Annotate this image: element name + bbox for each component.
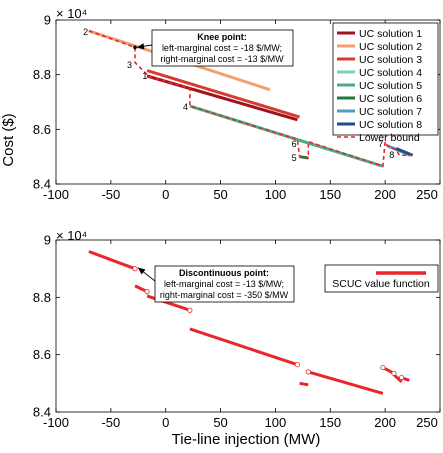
knee-annotation-line1: left-marginal cost = -18 $/MW;	[162, 43, 282, 53]
solution-number-label: 3	[127, 60, 132, 70]
legend-entry-label: UC solution 6	[359, 93, 422, 105]
knee-annotation-title: Knee point:	[197, 32, 247, 42]
top-y-tick-label: 8.6	[33, 122, 51, 137]
top-x-tick-label: 150	[319, 187, 341, 202]
top-plot-area: 1 2 3 4 5 6 78	[83, 27, 414, 168]
discontinuous-annotation-title: Discontinuous point:	[179, 268, 269, 278]
bottom-chart: × 10⁴ -100 -50 0 50 100 150 200 250 8.4 8.6 8.8 9 T…	[33, 228, 441, 448]
series-scuc-value-function-line	[299, 381, 309, 387]
knee-annotation: Knee point: left-marginal cost = -18 $/M…	[136, 29, 294, 67]
bottom-x-tick-label: 50	[213, 415, 227, 430]
bottom-x-tick-label: -50	[101, 415, 120, 430]
bottom-x-tick-label: -100	[43, 415, 69, 430]
bottom-x-axis-label: Tie-line injection (MW)	[172, 431, 321, 448]
open-point-marker	[187, 307, 193, 313]
legend-entry-label: UC solution 5	[359, 80, 422, 92]
solution-number-label: 6	[292, 139, 297, 149]
discontinuous-annotation-box	[154, 265, 295, 303]
bottom-x-tick-label: 200	[374, 415, 396, 430]
knee-annotation-line2: right-marginal cost = -13 $/MW	[160, 54, 284, 64]
bottom-x-tick-label: 0	[162, 415, 169, 430]
top-y-tick-label: 9	[44, 13, 51, 28]
top-y-tick-label: 8.8	[33, 67, 51, 82]
open-point-marker	[380, 364, 386, 371]
open-point-marker	[398, 374, 405, 381]
legend-entry-label: UC solution 1	[359, 28, 422, 40]
legend-entry-label: SCUC value function	[332, 278, 430, 290]
legend-entry-label: UC solution 2	[359, 41, 422, 53]
top-x-tick-label: 200	[374, 187, 396, 202]
top-legend-box	[332, 22, 439, 136]
discontinuous-annotation-line1: left-marginal cost = -13 $/MW;	[164, 279, 284, 289]
legend-entry-label: UC solution 8	[359, 119, 422, 131]
solution-number-label: 2	[83, 27, 88, 37]
series-lower-bound-line	[88, 30, 413, 168]
bottom-y-tick-label: 8.6	[33, 347, 51, 362]
top-x-tick-label: 100	[265, 187, 287, 202]
top-legend: UC solution 1UC solution 2UC solution 3U…	[332, 22, 439, 144]
bottom-y-tick-label: 8.4	[33, 405, 51, 420]
legend-entry-label: UC solution 4	[359, 67, 422, 79]
bottom-x-tick-label: 250	[416, 415, 438, 430]
legend-entry-label: UC solution 3	[359, 54, 422, 66]
top-y-axis-label: Cost ($)	[0, 113, 17, 166]
top-x-tick-label: -50	[101, 187, 120, 202]
bottom-x-tick-label: 150	[319, 415, 341, 430]
top-x-tick-label: 50	[213, 187, 227, 202]
bottom-y-tick-label: 8.8	[33, 290, 51, 305]
bottom-y-tick-label: 9	[44, 233, 51, 248]
series-scuc-value-function-line	[146, 294, 191, 312]
legend-entry-label: UC solution 7	[359, 106, 422, 118]
bottom-legend: SCUC value function	[324, 264, 439, 293]
series-scuc-value-function-line	[88, 250, 136, 271]
legend-entry-label: Lower bound	[359, 132, 420, 144]
solution-number-label: 1	[142, 71, 147, 81]
discontinuous-annotation: Discontinuous point: left-marginal cost …	[137, 265, 295, 303]
knee-arrowhead	[136, 43, 145, 50]
series-scuc-value-function-line	[392, 373, 403, 383]
series-scuc-value-function-line	[307, 370, 384, 395]
series-uc-solution-3-line	[146, 69, 301, 119]
top-y-tick-label: 8.4	[33, 177, 51, 192]
top-axes: -100 -50 0 50 100 150 200 250 8.4 8.6 8.8 9	[33, 13, 441, 202]
open-point-marker	[294, 362, 300, 368]
series-scuc-value-function-line	[189, 327, 298, 367]
knee-point-marker	[133, 45, 137, 50]
top-x-tick-label: 0	[162, 187, 169, 202]
solution-number-label: 7	[378, 139, 383, 149]
open-point-marker	[305, 369, 311, 375]
bottom-plot-area	[88, 250, 410, 395]
bottom-axes-frame	[55, 239, 441, 413]
solution-number-label: 8	[389, 150, 394, 160]
open-point-marker	[144, 288, 150, 295]
top-axes-frame	[55, 19, 441, 185]
top-chart: Cost ($) × 10⁴ 1 2 3 4 5 6 78 -100 -50 0 50 100 150…	[0, 6, 441, 202]
bottom-legend-box	[324, 264, 439, 293]
discontinuous-arrowhead	[137, 267, 146, 275]
top-x-tick-label: 250	[416, 187, 438, 202]
bottom-axes: -100 -50 0 50 100 150 200 250 8.4 8.6 8.8 9	[33, 233, 441, 430]
discontinuous-annotation-line2: right-marginal cost = -350 $/MW	[160, 290, 289, 300]
solution-number-label: 5	[292, 153, 297, 163]
bottom-y-multiplier: × 10⁴	[56, 228, 87, 243]
solution-number-label: 4	[183, 102, 188, 112]
knee-annotation-box	[151, 29, 294, 67]
bottom-x-tick-label: 100	[265, 415, 287, 430]
top-y-multiplier: × 10⁴	[56, 6, 87, 21]
top-x-tick-label: -100	[43, 187, 69, 202]
open-point-marker	[391, 370, 397, 376]
open-point-marker	[132, 266, 138, 272]
series-uc-solution-8-line	[395, 147, 414, 157]
